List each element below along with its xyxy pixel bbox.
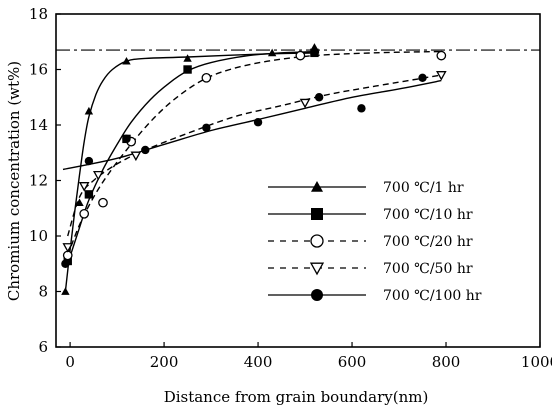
y-tick-label: 14: [29, 116, 48, 134]
data-point: [98, 197, 108, 208]
legend: 700 ℃/1 hr 700 ℃/10 hr 700 ℃/20 hr 700 ℃/50…: [268, 180, 482, 304]
data-point: [253, 118, 263, 127]
legend-marker: [310, 234, 324, 248]
x-tick-label: 600: [338, 353, 367, 371]
series-curve-5: [62, 79, 442, 171]
y-tick-label: 6: [38, 338, 48, 356]
data-point: [183, 54, 192, 62]
y-tick-label: 18: [29, 5, 48, 23]
data-point: [78, 182, 90, 192]
data-point: [84, 156, 94, 166]
data-point: [183, 65, 192, 74]
legend-label: 700 ℃/50 hr: [383, 261, 473, 277]
data-point: [202, 123, 211, 132]
legend-label: 700 ℃/20 hr: [383, 234, 473, 250]
data-point: [130, 151, 142, 162]
data-point: [357, 104, 366, 113]
data-point: [436, 71, 447, 81]
data-point: [201, 72, 212, 83]
series-curve-2: [67, 50, 320, 265]
data-point: [92, 170, 104, 181]
legend-marker: [311, 208, 323, 220]
data-point: [141, 145, 150, 155]
data-point: [299, 98, 311, 109]
x-tick-label: 0: [65, 353, 75, 371]
data-point: [75, 198, 84, 207]
y-tick-label: 8: [38, 283, 48, 301]
data-point: [61, 287, 70, 295]
series-markers: [61, 43, 447, 295]
series-curves: [62, 50, 442, 292]
x-tick-label: 400: [244, 353, 273, 371]
data-point: [267, 48, 277, 57]
data-point: [79, 208, 90, 219]
x-tick-label: 200: [150, 353, 179, 371]
x-axis-title: Distance from grain boundary(nm): [164, 388, 429, 406]
data-point: [314, 93, 324, 102]
x-tick-label: 800: [432, 353, 461, 371]
data-point: [436, 50, 447, 61]
series-curve-3: [67, 50, 442, 256]
y-tick-label: 10: [29, 227, 48, 245]
data-point: [295, 50, 306, 61]
axis-ticks: 0 200 400 600 800 1000 6 8 10 12 14 16 18: [29, 5, 552, 371]
series-curve-4: [67, 74, 442, 237]
y-tick-label: 16: [29, 61, 48, 79]
legend-marker: [311, 181, 323, 192]
data-point: [122, 56, 131, 65]
y-axis-title: Chromium concentration (wt%): [5, 61, 23, 301]
legend-marker: [309, 262, 325, 276]
data-point: [84, 190, 94, 199]
data-point: [418, 73, 427, 83]
data-point: [310, 48, 319, 58]
x-tick-label: 1000: [521, 353, 552, 371]
data-point: [62, 243, 74, 253]
y-tick-label: 12: [29, 172, 48, 190]
legend-label: 700 ℃/100 hr: [383, 288, 482, 304]
legend-label: 700 ℃/10 hr: [383, 207, 473, 223]
data-point: [122, 134, 131, 144]
data-point: [84, 106, 94, 115]
legend-label: 700 ℃/1 hr: [383, 180, 464, 196]
legend-marker: [311, 289, 323, 301]
data-point: [61, 259, 70, 268]
